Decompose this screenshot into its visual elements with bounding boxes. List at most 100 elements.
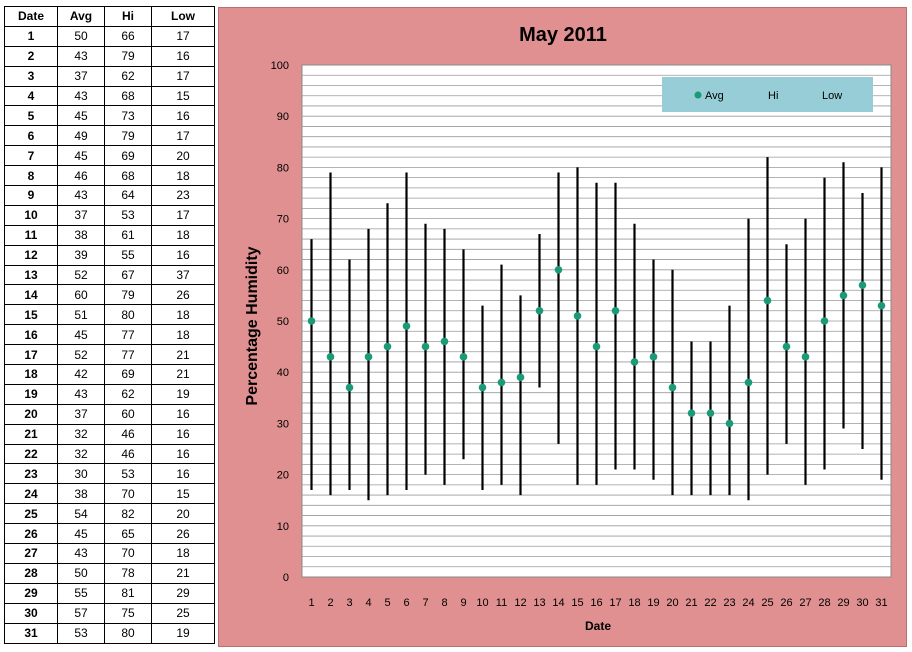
hi-cell: 79 xyxy=(104,284,152,306)
header-low: Low xyxy=(151,6,215,27)
table-row: 22 32 46 16 xyxy=(4,443,215,465)
low-cell: 26 xyxy=(151,284,215,306)
x-tick-label: 16 xyxy=(590,597,602,609)
low-cell: 16 xyxy=(151,443,215,465)
date-cell: 8 xyxy=(4,165,58,187)
hi-cell: 60 xyxy=(104,403,152,425)
table-row: 11 38 61 18 xyxy=(4,224,215,246)
avg-cell: 43 xyxy=(57,45,105,67)
avg-point xyxy=(307,317,316,325)
avg-point xyxy=(858,281,867,289)
avg-cell: 52 xyxy=(57,344,105,366)
low-cell: 16 xyxy=(151,45,215,67)
avg-point xyxy=(345,383,354,392)
avg-cell: 32 xyxy=(57,423,105,445)
table-row: 6 49 79 17 xyxy=(4,125,215,147)
y-axis-ticks: 0 10 20 30 40 50 60 70 80 90 100 xyxy=(271,60,289,584)
x-tick-label: 13 xyxy=(533,597,545,609)
y-axis-label: Percentage Humidity xyxy=(244,246,261,405)
hi-cell: 80 xyxy=(104,304,152,326)
date-cell: 18 xyxy=(4,364,58,385)
avg-point xyxy=(592,342,601,351)
avg-point xyxy=(402,322,411,330)
hi-cell: 80 xyxy=(104,622,152,644)
low-cell: 15 xyxy=(151,483,215,505)
low-cell: 18 xyxy=(151,165,215,187)
avg-cell: 50 xyxy=(57,25,105,47)
table-row: 24 38 70 15 xyxy=(4,483,215,505)
x-tick-label: 1 xyxy=(308,597,314,609)
y-tick-label: 90 xyxy=(277,111,289,123)
low-cell: 19 xyxy=(151,383,215,405)
low-cell: 16 xyxy=(151,105,215,127)
date-cell: 11 xyxy=(4,224,58,246)
x-tick-label: 18 xyxy=(628,597,640,609)
avg-point xyxy=(839,291,848,300)
x-tick-label: 7 xyxy=(422,597,428,609)
x-tick-label: 24 xyxy=(742,597,754,609)
avg-cell: 43 xyxy=(57,383,105,405)
table-row: 17 52 77 21 xyxy=(4,344,215,366)
table-row: 21 32 46 16 xyxy=(4,423,215,445)
low-cell: 21 xyxy=(151,344,215,366)
avg-cell: 55 xyxy=(57,582,105,604)
date-cell: 31 xyxy=(4,622,58,644)
avg-cell: 45 xyxy=(57,145,105,167)
low-cell: 19 xyxy=(151,622,215,644)
avg-point xyxy=(630,358,639,366)
x-tick-label: 5 xyxy=(384,597,390,609)
avg-cell: 60 xyxy=(57,284,105,306)
x-tick-label: 8 xyxy=(441,597,447,609)
legend-avg-marker xyxy=(694,91,702,99)
avg-point xyxy=(573,312,582,320)
low-cell: 29 xyxy=(151,582,215,604)
table-row: 30 57 75 25 xyxy=(4,602,215,624)
low-cell: 17 xyxy=(151,65,215,87)
x-tick-label: 28 xyxy=(818,597,830,609)
date-cell: 12 xyxy=(4,244,58,266)
x-tick-label: 14 xyxy=(552,597,564,609)
avg-cell: 43 xyxy=(57,85,105,107)
low-cell: 20 xyxy=(151,145,215,167)
date-cell: 16 xyxy=(4,324,58,346)
date-cell: 6 xyxy=(4,125,58,147)
x-tick-label: 11 xyxy=(496,597,507,609)
avg-point xyxy=(820,317,829,325)
low-cell: 17 xyxy=(151,25,215,47)
avg-cell: 50 xyxy=(57,562,105,584)
x-axis-ticks: 1 2 3 4 5 6 7 8 9 10 11 12 13 14 15 16 17 18 19 20 21 22 23 24 2… xyxy=(308,597,887,609)
x-tick-label: 2 xyxy=(327,597,333,609)
avg-cell: 37 xyxy=(57,204,105,226)
avg-point xyxy=(649,353,658,361)
low-cell: 16 xyxy=(151,403,215,425)
avg-cell: 53 xyxy=(57,622,105,644)
hi-cell: 77 xyxy=(104,324,152,346)
x-tick-label: 4 xyxy=(365,597,371,609)
y-tick-label: 0 xyxy=(283,572,289,584)
avg-point xyxy=(744,378,753,387)
y-tick-label: 40 xyxy=(277,367,289,379)
avg-cell: 39 xyxy=(57,244,105,266)
hi-cell: 78 xyxy=(104,562,152,584)
hi-cell: 64 xyxy=(104,185,152,206)
x-axis-label: Date xyxy=(585,619,611,633)
date-cell: 27 xyxy=(4,543,58,564)
chart-title: May 2011 xyxy=(519,24,607,46)
x-tick-label: 25 xyxy=(761,597,773,609)
low-cell: 17 xyxy=(151,125,215,147)
y-tick-label: 30 xyxy=(277,418,289,430)
y-tick-label: 20 xyxy=(277,470,289,482)
avg-point xyxy=(782,342,791,351)
x-tick-label: 31 xyxy=(875,597,887,609)
date-cell: 10 xyxy=(4,204,58,226)
avg-cell: 32 xyxy=(57,443,105,465)
date-cell: 5 xyxy=(4,105,58,127)
x-tick-label: 9 xyxy=(460,597,466,609)
low-cell: 23 xyxy=(151,185,215,206)
date-cell: 25 xyxy=(4,503,58,525)
avg-point xyxy=(497,378,506,387)
table-row: 25 54 82 20 xyxy=(4,503,215,525)
avg-point xyxy=(687,409,696,417)
x-tick-label: 21 xyxy=(685,597,697,609)
table-row: 9 43 64 23 xyxy=(4,185,215,206)
